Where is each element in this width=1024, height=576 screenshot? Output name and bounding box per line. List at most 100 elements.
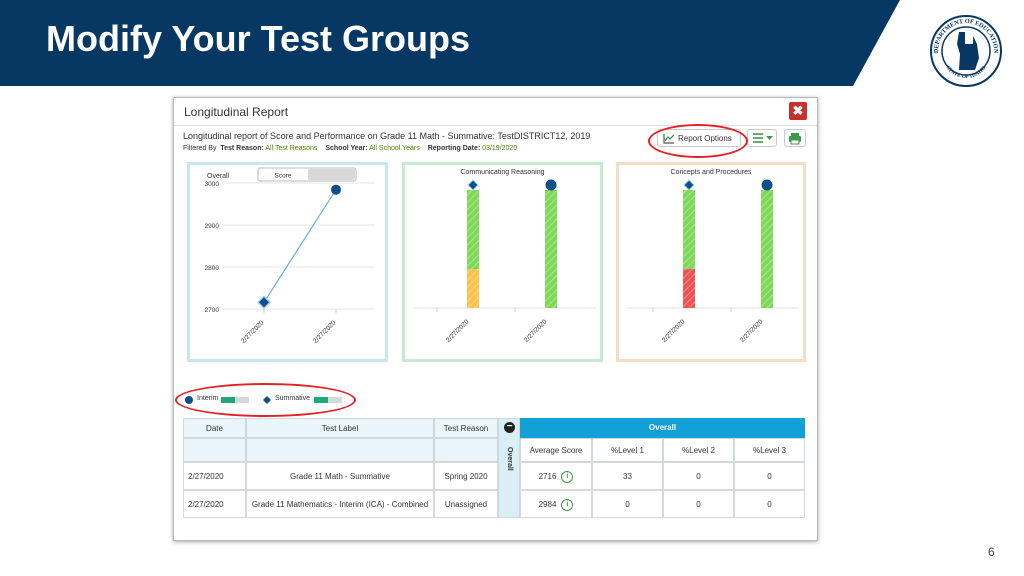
slide-title: Modify Your Test Groups xyxy=(46,18,471,59)
panel-title: Concepts and Procedures xyxy=(671,169,752,176)
y-tick-label: 2700 xyxy=(205,307,220,314)
interim-marker-icon xyxy=(185,396,193,404)
overall-x-labels: 2/27/2020 2/27/2020 xyxy=(240,309,338,345)
toggle-off-segment[interactable] xyxy=(308,169,355,180)
summative-toggle-on xyxy=(314,397,328,403)
overall-score-panel: Overall Score 2700 2800 2900 3000 2/27/2020… xyxy=(187,162,388,362)
summative-marker xyxy=(683,179,695,191)
x-tick-label: 2/27/2020 xyxy=(739,318,765,344)
bar-segment-below xyxy=(467,269,479,308)
y-tick-label: 2800 xyxy=(205,265,220,272)
level2-header[interactable]: %Level 2 xyxy=(663,438,734,462)
reporting-date-value: 03/19/2020 xyxy=(482,145,518,152)
x-tick-label: 2/27/2020 xyxy=(523,318,549,344)
row2-level1: 0 xyxy=(592,490,663,518)
row1-level1: 33 xyxy=(592,462,663,490)
overall-grid xyxy=(222,182,375,310)
interim-point xyxy=(331,184,341,195)
info-icon[interactable]: i xyxy=(561,498,574,511)
report-subtitle: Longitudinal report of Score and Perform… xyxy=(183,131,591,141)
divider xyxy=(174,125,817,126)
filter-line: Filtered By Test Reason: All Test Reason… xyxy=(183,145,523,152)
bar-segment-above xyxy=(761,190,773,308)
settings-dropdown-button[interactable] xyxy=(747,129,777,147)
test-reason-header[interactable]: Test Reason xyxy=(434,418,498,438)
y-tick-label: 3000 xyxy=(205,181,220,188)
y-tick-label: 2900 xyxy=(205,223,220,230)
x-tick-label: 2/27/2020 xyxy=(445,318,471,344)
series-line xyxy=(263,189,337,303)
row1-level2: 0 xyxy=(663,462,734,490)
overall-collapse-column[interactable]: − Overall xyxy=(498,418,520,518)
bar-segment-above xyxy=(467,190,479,270)
longitudinal-report-window: Longitudinal Report ✖ Longitudinal repor… xyxy=(173,97,818,541)
interim-toggle-off xyxy=(235,397,249,403)
score-toggle-label[interactable]: Score xyxy=(275,173,292,180)
level1-header[interactable]: %Level 1 xyxy=(592,438,663,462)
average-score-header[interactable]: Average Score xyxy=(520,438,592,462)
legend-interim[interactable]: Interim xyxy=(184,395,254,405)
row1-date: 2/27/2020 xyxy=(183,462,246,490)
summative-toggle-off xyxy=(328,397,342,403)
overall-series xyxy=(256,184,341,310)
row2-level3: 0 xyxy=(734,490,805,518)
legend-summative[interactable]: Summative xyxy=(262,395,344,405)
date-header[interactable]: Date xyxy=(183,418,246,438)
interim-marker xyxy=(761,179,773,191)
row2-average-score: 2984 i xyxy=(520,490,592,518)
collapse-minus-icon[interactable]: − xyxy=(504,422,515,433)
row2-test-label: Grade 11 Mathematics - Interim (ICA) - C… xyxy=(246,490,434,518)
x-tick-label: 2/27/2020 xyxy=(661,318,687,344)
overall-label: Overall xyxy=(207,173,230,180)
bar-segment-below xyxy=(683,269,695,308)
row2-score-value: 2984 xyxy=(538,500,557,509)
list-settings-icon xyxy=(753,133,773,143)
concepts-procedures-panel: Concepts and Procedures 2/27/2020 2/27/202… xyxy=(616,162,806,362)
communicating-reasoning-chart: Communicating Reasoning 2/27/2020 2/27/202… xyxy=(413,169,596,344)
row2-level2: 0 xyxy=(663,490,734,518)
row1-level3: 0 xyxy=(734,462,805,490)
legend-interim-label: Interim xyxy=(197,395,219,402)
report-title: Longitudinal Report xyxy=(184,105,289,119)
level3-header[interactable]: %Level 3 xyxy=(734,438,805,462)
legend-summative-label: Summative xyxy=(275,395,311,402)
bar-segment-above xyxy=(683,190,695,270)
row2-test-reason: Unassigned xyxy=(434,490,498,518)
overall-line-chart: Overall Score 2700 2800 2900 3000 2/27/2020… xyxy=(205,167,375,345)
results-table: Date Test Label Test Reason − Overall Ov… xyxy=(183,418,805,518)
filter-label: Filtered By xyxy=(183,145,217,152)
test-label-subheader xyxy=(246,438,434,462)
x-tick-label: 2/27/2020 xyxy=(312,319,338,345)
overall-side-label: Overall xyxy=(506,447,513,471)
communicating-reasoning-panel: Communicating Reasoning 2/27/2020 2/27/202… xyxy=(402,162,603,362)
row1-test-label: Grade 11 Math - Summative xyxy=(246,462,434,490)
overall-header: Overall xyxy=(520,418,805,438)
legend-highlight-ring xyxy=(175,383,356,417)
summative-marker-icon xyxy=(263,396,271,404)
row2-date: 2/27/2020 xyxy=(183,490,246,518)
school-year-label: School Year: xyxy=(325,145,368,152)
info-icon[interactable]: i xyxy=(561,470,574,483)
print-button[interactable] xyxy=(784,129,806,147)
title-bar xyxy=(0,0,900,86)
close-button[interactable]: ✖ xyxy=(789,102,807,120)
concepts-procedures-chart: Concepts and Procedures 2/27/2020 2/27/202… xyxy=(627,169,799,344)
test-reason-label: Test Reason: xyxy=(220,145,264,152)
bar-segment-above xyxy=(545,190,557,308)
row1-score-value: 2716 xyxy=(538,472,557,481)
school-year-value: All School Years xyxy=(369,145,420,152)
print-icon xyxy=(789,133,801,145)
page-number: 6 xyxy=(988,545,995,559)
idaho-department-of-education-seal: DEPARTMENT OF EDUCATION STATE OF IDAHO xyxy=(930,15,1002,87)
x-tick-label: 2/27/2020 xyxy=(240,319,266,345)
test-label-header[interactable]: Test Label xyxy=(246,418,434,438)
row1-test-reason: Spring 2020 xyxy=(434,462,498,490)
interim-toggle-on xyxy=(221,397,235,403)
close-icon: ✖ xyxy=(792,103,804,118)
interim-marker xyxy=(545,179,557,191)
row1-average-score: 2716 i xyxy=(520,462,592,490)
overall-y-ticks: 2700 2800 2900 3000 xyxy=(205,181,220,314)
summative-point xyxy=(256,295,272,310)
report-options-highlight-ring xyxy=(648,124,748,158)
date-subheader xyxy=(183,438,246,462)
